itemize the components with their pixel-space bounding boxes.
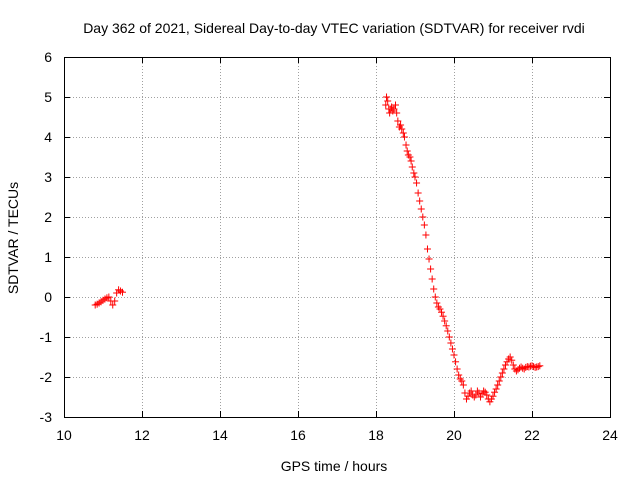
- data-point: [453, 365, 461, 373]
- data-point: [408, 163, 416, 171]
- data-point: [506, 353, 514, 361]
- data-point: [400, 133, 408, 141]
- data-point: [403, 147, 411, 155]
- data-point: [109, 301, 117, 309]
- data-point: [458, 377, 466, 385]
- data-point: [508, 356, 516, 364]
- x-tick-label: 16: [290, 427, 306, 443]
- data-point: [441, 317, 449, 325]
- data-point: [500, 365, 508, 373]
- data-point: [501, 361, 509, 369]
- chart-title: Day 362 of 2021, Sidereal Day-to-day VTE…: [83, 20, 585, 36]
- data-point: [402, 141, 410, 149]
- data-point: [430, 285, 438, 293]
- y-tick-label: -2: [40, 369, 53, 385]
- data-point: [393, 109, 401, 117]
- y-tick-label: 1: [44, 249, 52, 265]
- data-point: [447, 339, 455, 347]
- data-point: [383, 93, 391, 101]
- y-tick-label: 4: [44, 129, 52, 145]
- data-point: [410, 169, 418, 177]
- data-point: [428, 275, 436, 283]
- data-point: [475, 389, 483, 397]
- y-tick-label: 6: [44, 49, 52, 65]
- y-tick-label: -3: [40, 409, 53, 425]
- data-point: [445, 333, 453, 341]
- data-point: [442, 322, 450, 330]
- x-tick-label: 18: [368, 427, 384, 443]
- x-tick-label: 22: [524, 427, 540, 443]
- data-point: [444, 327, 452, 335]
- x-tick-label: 24: [602, 427, 618, 443]
- data-point: [111, 297, 119, 305]
- data-point: [413, 179, 421, 187]
- data-point: [519, 364, 527, 372]
- data-point: [467, 387, 475, 395]
- data-series-layer: [91, 93, 544, 406]
- data-point: [498, 369, 506, 377]
- data-point: [480, 387, 488, 395]
- data-point: [448, 345, 456, 353]
- data-point: [105, 293, 113, 301]
- data-point: [528, 362, 536, 370]
- grid-layer: [64, 57, 610, 417]
- data-point: [433, 299, 441, 307]
- data-point: [392, 101, 399, 109]
- data-point: [417, 205, 425, 213]
- y-tick-label: -1: [40, 329, 53, 345]
- data-point: [536, 362, 544, 370]
- data-point: [495, 377, 503, 385]
- data-point: [422, 231, 430, 239]
- data-point: [464, 392, 472, 400]
- data-point: [455, 371, 463, 379]
- data-point: [419, 213, 427, 221]
- data-point: [425, 255, 433, 263]
- data-point: [394, 117, 402, 125]
- data-point: [119, 288, 126, 296]
- data-point: [431, 293, 439, 301]
- data-point: [397, 121, 405, 129]
- data-point: [390, 105, 398, 113]
- y-tick-label: 3: [44, 169, 52, 185]
- data-point: [450, 351, 458, 359]
- data-point: [416, 197, 424, 205]
- data-point: [491, 388, 499, 396]
- data-point: [452, 358, 460, 366]
- data-point: [411, 173, 419, 181]
- data-point: [384, 97, 392, 105]
- data-point: [492, 385, 500, 393]
- y-axis-title: SDTVAR / TECUs: [5, 182, 21, 294]
- data-point: [399, 129, 407, 137]
- data-point: [382, 101, 390, 109]
- data-point: [423, 245, 431, 253]
- data-point: [406, 153, 414, 161]
- y-tick-label: 5: [44, 89, 52, 105]
- data-point: [483, 391, 491, 399]
- data-point: [436, 305, 444, 313]
- data-point: [420, 221, 428, 229]
- y-tick-label: 2: [44, 209, 52, 225]
- data-point: [489, 392, 497, 400]
- plot-frame: [64, 57, 611, 418]
- data-point: [427, 265, 435, 273]
- data-point: [398, 125, 406, 133]
- x-tick-label: 10: [56, 427, 72, 443]
- x-axis-title: GPS time / hours: [281, 458, 388, 474]
- data-point: [497, 373, 505, 381]
- data-point: [439, 312, 447, 320]
- data-point: [494, 381, 502, 389]
- x-tick-label: 20: [446, 427, 462, 443]
- data-point: [459, 381, 467, 389]
- x-tick-label: 12: [134, 427, 150, 443]
- data-point: [407, 157, 415, 165]
- data-point: [438, 308, 446, 316]
- data-point: [509, 361, 517, 369]
- x-tick-label: 14: [212, 427, 228, 443]
- data-point: [534, 363, 542, 371]
- y-tick-label: 0: [44, 289, 52, 305]
- data-point: [477, 393, 485, 401]
- data-point: [414, 189, 422, 197]
